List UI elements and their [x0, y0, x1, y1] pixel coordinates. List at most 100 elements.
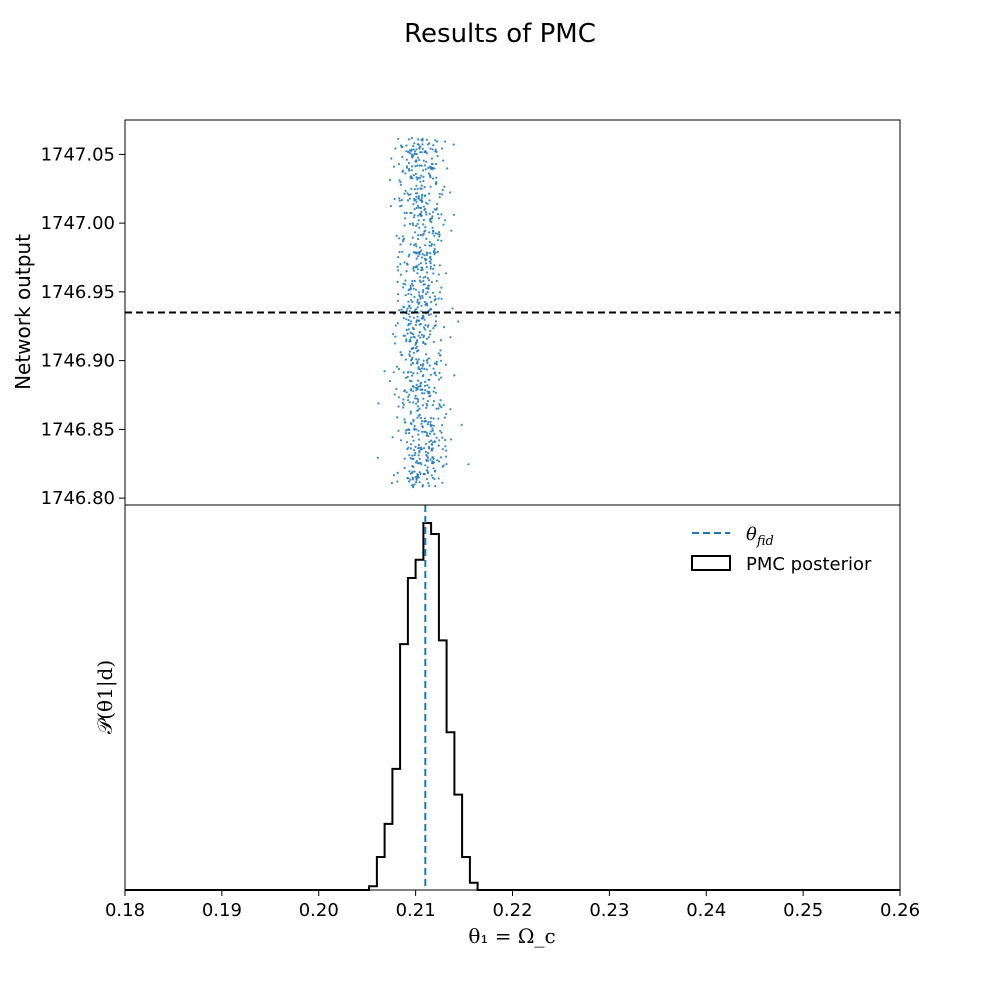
scatter-point — [417, 385, 420, 388]
scatter-point — [432, 462, 435, 465]
scatter-point — [405, 441, 409, 444]
scatter-point — [418, 481, 421, 484]
scatter-point — [433, 477, 436, 481]
scatter-point — [431, 163, 434, 166]
scatter-point — [415, 148, 418, 151]
scatter-point — [402, 403, 405, 406]
scatter-point — [417, 302, 420, 306]
scatter-point — [392, 165, 395, 168]
scatter-point — [414, 347, 417, 350]
scatter-point — [416, 462, 419, 465]
scatter-point — [434, 139, 437, 142]
scatter-point — [425, 253, 428, 257]
scatter-point — [425, 138, 428, 141]
scatter-point — [424, 292, 428, 296]
scatter-point — [410, 363, 413, 366]
scatter-point — [424, 389, 427, 392]
scatter-point — [399, 181, 402, 184]
scatter-point — [418, 407, 421, 410]
scatter-point — [415, 153, 418, 156]
scatter-point — [416, 475, 419, 478]
scatter-point — [424, 226, 427, 229]
scatter-point — [432, 390, 435, 393]
scatter-point — [405, 158, 408, 161]
scatter-point — [433, 371, 437, 374]
scatter-point — [414, 397, 417, 400]
scatter-point — [432, 327, 435, 330]
scatter-point — [420, 310, 423, 313]
scatter-point — [434, 324, 437, 327]
scatter-point — [430, 417, 433, 420]
scatter-point — [430, 439, 433, 442]
scatter-point — [423, 230, 426, 233]
scatter-point — [453, 374, 456, 377]
scatter-point — [408, 470, 411, 473]
scatter-point — [425, 152, 428, 155]
scatter-point — [410, 165, 414, 168]
scatter-point — [402, 406, 405, 409]
scatter-point — [413, 279, 416, 282]
scatter-point — [428, 296, 432, 299]
scatter-point — [429, 458, 432, 461]
scatter-point — [405, 391, 408, 394]
scatter-point — [423, 254, 426, 257]
scatter-point — [408, 197, 411, 200]
scatter-point — [416, 298, 419, 302]
scatter-point — [429, 252, 432, 255]
scatter-point — [422, 175, 425, 178]
scatter-point — [397, 293, 400, 296]
scatter-point — [412, 351, 415, 354]
scatter-point — [426, 471, 430, 475]
scatter-point — [438, 439, 441, 442]
scatter-point — [414, 266, 417, 269]
scatter-point — [396, 299, 399, 302]
scatter-point — [435, 176, 438, 179]
scatter-point — [413, 470, 416, 473]
scatter-point — [429, 265, 432, 268]
scatter-point — [417, 234, 420, 237]
scatter-point — [414, 242, 417, 246]
scatter-point — [430, 157, 433, 160]
scatter-point — [428, 484, 431, 487]
scatter-point — [432, 367, 435, 370]
scatter-point — [438, 192, 441, 195]
scatter-point — [444, 363, 447, 366]
scatter-point — [437, 231, 441, 234]
scatter-point — [413, 427, 416, 430]
scatter-point — [403, 466, 406, 470]
scatter-point — [414, 394, 417, 397]
scatter-point — [425, 477, 428, 481]
scatter-point — [376, 456, 379, 459]
scatter-point — [394, 324, 397, 327]
scatter-point — [431, 226, 434, 229]
scatter-point — [427, 392, 430, 395]
scatter-point — [428, 440, 431, 443]
scatter-point — [412, 465, 415, 469]
scatter-point — [408, 393, 411, 396]
scatter-point — [427, 386, 431, 389]
scatter-point — [413, 199, 416, 202]
scatter-point — [410, 293, 413, 296]
scatter-point — [441, 481, 444, 484]
scatter-point — [416, 301, 419, 304]
scatter-point — [442, 159, 445, 162]
scatter-point — [422, 169, 425, 172]
scatter-point — [418, 294, 421, 297]
scatter-point — [404, 189, 407, 192]
scatter-point — [417, 197, 421, 200]
scatter-point — [407, 328, 410, 331]
scatter-point — [427, 435, 430, 438]
scatter-point — [429, 255, 432, 258]
scatter-point — [411, 362, 415, 365]
scatter-point — [422, 472, 425, 476]
scatter-point — [420, 420, 424, 423]
scatter-point — [444, 438, 447, 442]
scatter-point — [410, 320, 413, 323]
scatter-point — [428, 142, 431, 145]
scatter-point — [435, 363, 438, 366]
scatter-point — [412, 265, 415, 269]
scatter-point — [420, 256, 424, 259]
scatter-point — [419, 206, 422, 210]
scatter-point — [421, 375, 424, 378]
scatter-point — [420, 196, 423, 199]
